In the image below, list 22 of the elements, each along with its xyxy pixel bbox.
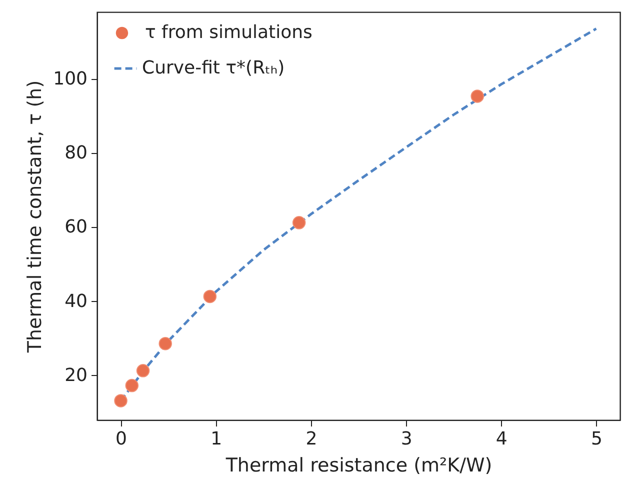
y-tick-label: 40 bbox=[64, 290, 88, 312]
x-tick-label: 0 bbox=[116, 428, 127, 450]
point bbox=[470, 90, 484, 103]
y-tick-label: 80 bbox=[64, 142, 88, 164]
y-axis-title: Thermal time constant, τ (h) bbox=[24, 80, 46, 354]
x-tick-label: 5 bbox=[591, 428, 602, 450]
legend-label: Curve-fit τ*(Rₜₕ) bbox=[142, 58, 285, 78]
x-tick-label: 3 bbox=[400, 428, 412, 450]
point bbox=[203, 290, 217, 304]
point bbox=[292, 216, 306, 230]
y-tick-label: 60 bbox=[64, 216, 88, 238]
x-axis-title: Thermal resistance (m²K/W) bbox=[224, 454, 492, 476]
y-tick-label: 20 bbox=[64, 364, 88, 386]
point bbox=[114, 394, 128, 408]
x-tick-label: 4 bbox=[496, 428, 508, 450]
point bbox=[158, 336, 172, 350]
x-tick-label: 1 bbox=[210, 428, 222, 450]
point bbox=[125, 378, 139, 392]
point bbox=[136, 364, 150, 378]
y-tick-label: 100 bbox=[53, 68, 88, 90]
x-tick-label: 2 bbox=[306, 428, 318, 450]
legend-label: τ from simulations bbox=[145, 22, 312, 43]
